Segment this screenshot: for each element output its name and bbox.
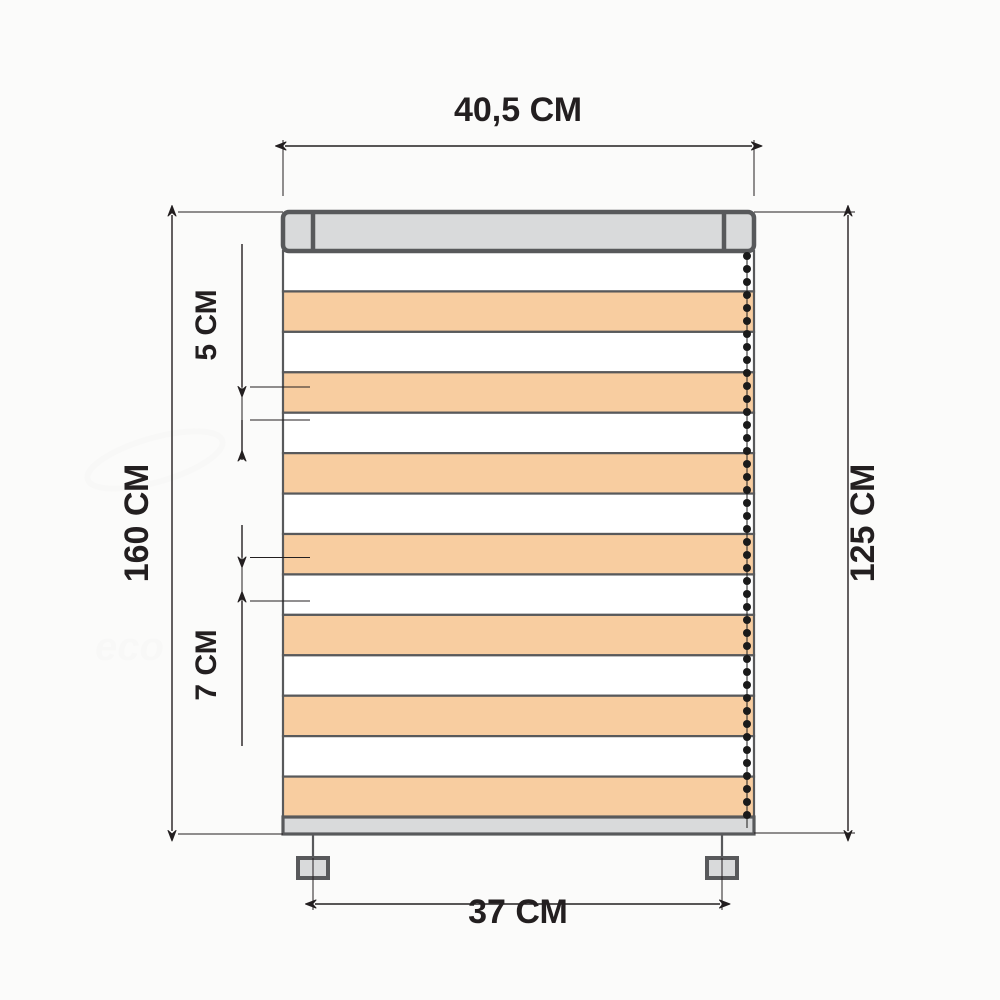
svg-text:5 СМ: 5 СМ (190, 289, 223, 360)
svg-text:40,5 СМ: 40,5 СМ (454, 91, 582, 129)
svg-text:37 СМ: 37 СМ (468, 893, 568, 931)
svg-text:eco: eco (95, 625, 164, 669)
svg-text:125 СМ: 125 СМ (844, 464, 882, 583)
svg-text:160 СМ: 160 СМ (118, 464, 156, 583)
svg-text:7 СМ: 7 СМ (190, 629, 223, 700)
